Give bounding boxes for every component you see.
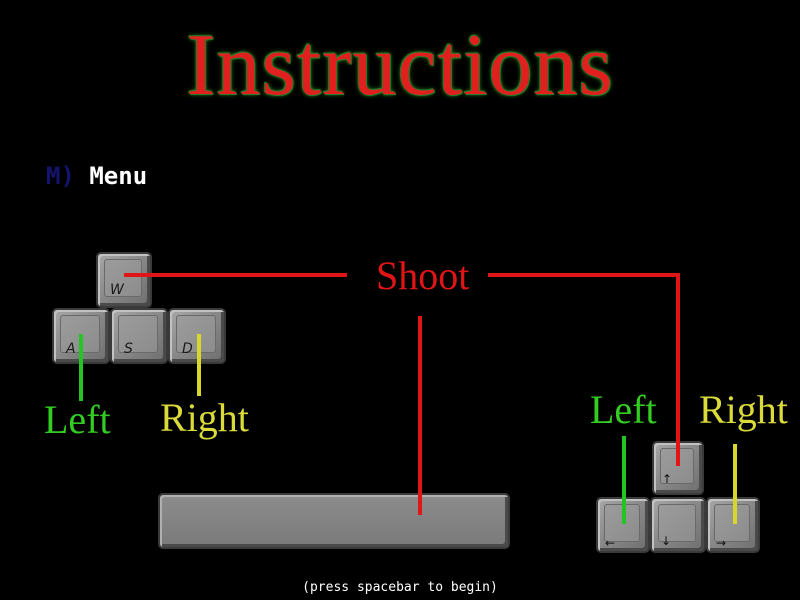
left-line-arrows (622, 436, 626, 524)
spacebar-key (158, 493, 510, 549)
left-label-arrows: Left (590, 387, 657, 432)
shoot-line-from-w (124, 273, 347, 277)
key-w-label: W (110, 282, 124, 298)
menu-option[interactable]: M) Menu (46, 162, 147, 190)
key-arrow-up: ↑ (652, 441, 704, 495)
shoot-line-to-space (418, 316, 422, 515)
right-line-arrows (733, 444, 737, 524)
key-s-label: S (124, 341, 133, 357)
key-d-label: D (182, 341, 193, 357)
left-line-wasd (79, 334, 83, 401)
key-cap (176, 315, 216, 353)
shoot-line-to-arrows-v (676, 273, 680, 466)
right-label-arrows: Right (699, 387, 788, 432)
key-cap (118, 315, 158, 353)
key-arrow-down: ↓ (650, 497, 706, 553)
left-label-wasd: Left (44, 397, 111, 442)
shoot-label: Shoot (376, 253, 470, 298)
page-title: Instructions (186, 17, 614, 114)
arrow-left-icon: ← (605, 536, 616, 550)
right-label-wasd: Right (160, 395, 249, 440)
key-cap (104, 259, 142, 297)
arrow-up-icon: ↑ (662, 472, 673, 486)
arrow-right-icon: → (716, 536, 727, 550)
key-w: W (96, 252, 152, 308)
menu-label: Menu (89, 162, 148, 190)
key-cap (658, 504, 696, 542)
start-hint: (press spacebar to begin) (302, 580, 498, 595)
key-s: S (110, 308, 168, 364)
shoot-line-to-arrows-h (488, 273, 680, 277)
right-line-wasd (197, 334, 201, 396)
arrow-down-icon: ↓ (661, 534, 672, 548)
key-cap (714, 504, 750, 542)
menu-hotkey: M) (46, 162, 75, 190)
key-a-label: A (66, 341, 76, 357)
